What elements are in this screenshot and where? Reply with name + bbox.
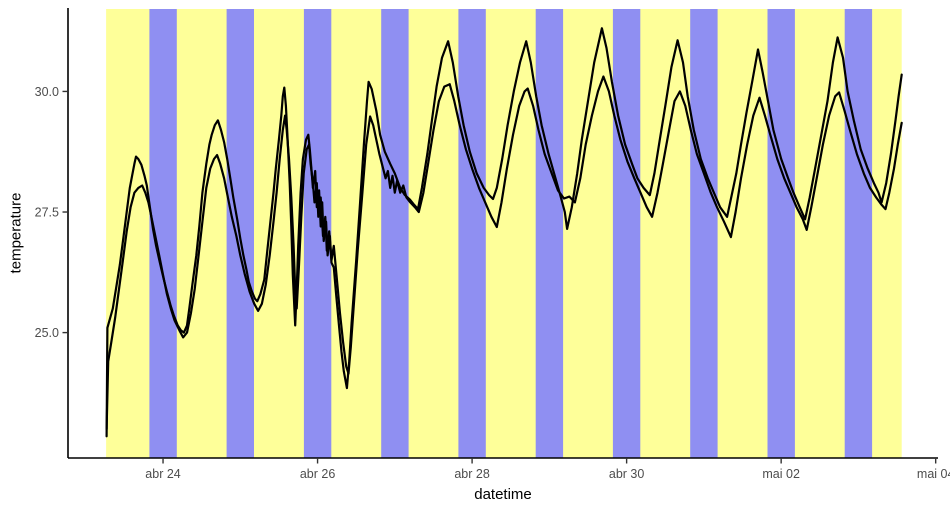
y-tick-label: 27.5 (35, 206, 59, 220)
x-tick-label: abr 26 (300, 467, 335, 481)
night-band (690, 9, 718, 458)
x-tick-label: mai 04 (917, 467, 950, 481)
y-tick-label: 25.0 (35, 326, 59, 340)
x-tick-label: abr 28 (454, 467, 489, 481)
x-tick-label: abr 30 (609, 467, 644, 481)
x-axis-title: datetime (474, 486, 532, 503)
night-band (535, 9, 564, 458)
x-tick-label: mai 02 (762, 467, 800, 481)
night-band (381, 9, 409, 458)
temperature-line-1 (105, 27, 903, 438)
x-tick-label: abr 24 (145, 467, 180, 481)
night-band (458, 9, 486, 458)
night-band (612, 9, 641, 458)
temperature-line-2 (105, 75, 903, 431)
night-band (767, 9, 795, 458)
night-band (844, 9, 873, 458)
y-tick-label: 30.0 (35, 85, 59, 99)
y-axis-title: temperature (7, 192, 25, 274)
